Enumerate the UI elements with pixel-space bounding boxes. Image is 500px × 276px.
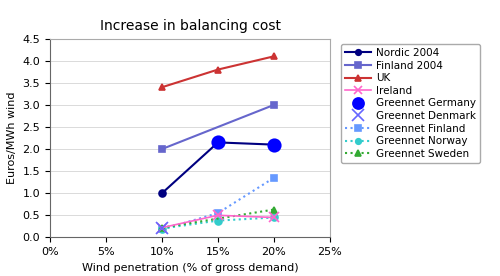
Title: Increase in balancing cost: Increase in balancing cost bbox=[100, 19, 280, 33]
Line: UK: UK bbox=[158, 53, 278, 91]
Greennet Sweden bbox=[271, 208, 277, 211]
Greennet Finland bbox=[159, 228, 165, 231]
Greennet Finland bbox=[271, 176, 277, 179]
Greennet Finland bbox=[215, 211, 221, 215]
Line: Greennet Sweden: Greennet Sweden bbox=[158, 206, 278, 231]
Finland 2004 bbox=[271, 103, 277, 107]
Ireland bbox=[215, 214, 221, 217]
Line: Greennet Germany: Greennet Germany bbox=[212, 136, 280, 151]
Greennet Sweden bbox=[159, 226, 165, 229]
UK bbox=[159, 86, 165, 89]
Greennet Norway bbox=[159, 227, 165, 230]
Line: Greennet Finland: Greennet Finland bbox=[158, 174, 278, 233]
Nordic 2004 bbox=[215, 141, 221, 144]
Line: Finland 2004: Finland 2004 bbox=[158, 101, 278, 153]
Nordic 2004 bbox=[271, 143, 277, 146]
Greennet Norway bbox=[271, 216, 277, 219]
Greennet Norway bbox=[215, 219, 221, 222]
Line: Nordic 2004: Nordic 2004 bbox=[158, 139, 278, 197]
UK bbox=[215, 68, 221, 71]
UK bbox=[271, 55, 277, 58]
Ireland bbox=[159, 226, 165, 229]
Ireland bbox=[271, 216, 277, 219]
Legend: Nordic 2004, Finland 2004, UK, Ireland, Greennet Germany, Greennet Denmark, Gree: Nordic 2004, Finland 2004, UK, Ireland, … bbox=[341, 44, 480, 163]
X-axis label: Wind penetration (% of gross demand): Wind penetration (% of gross demand) bbox=[82, 263, 298, 273]
Y-axis label: Euros/MWh wind: Euros/MWh wind bbox=[7, 92, 17, 184]
Line: Ireland: Ireland bbox=[157, 210, 279, 232]
Greennet Germany bbox=[215, 141, 221, 144]
Greennet Germany bbox=[271, 143, 277, 146]
Nordic 2004 bbox=[159, 192, 165, 195]
Finland 2004 bbox=[159, 147, 165, 151]
Line: Greennet Norway: Greennet Norway bbox=[158, 214, 278, 232]
